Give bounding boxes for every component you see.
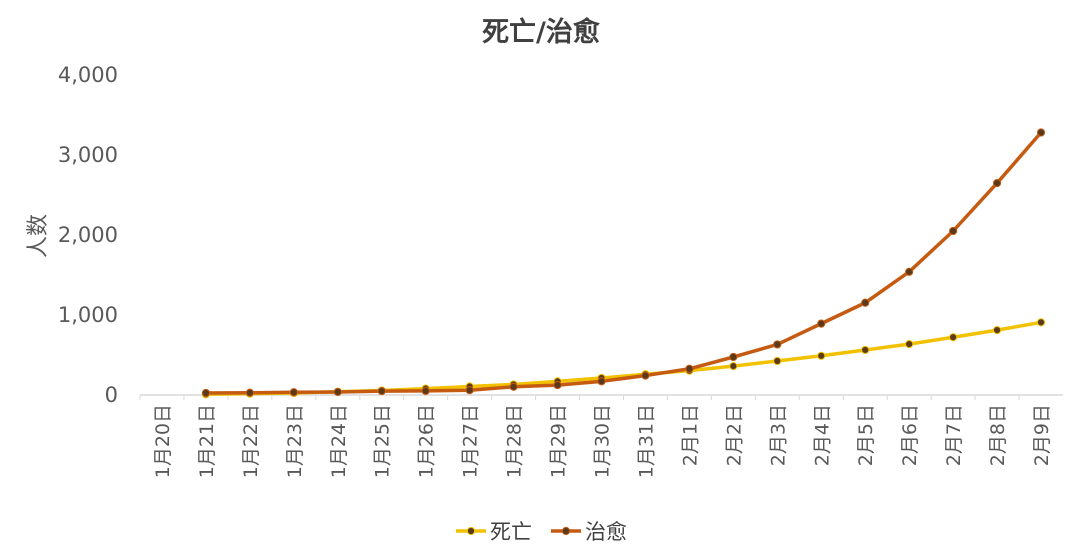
x-tick-label: 2月1日 xyxy=(679,404,701,466)
x-tick-label: 1月22日 xyxy=(240,404,262,478)
x-tick-label: 1月28日 xyxy=(504,404,526,478)
x-tick-label: 1月21日 xyxy=(196,404,218,478)
x-tick-label: 2月3日 xyxy=(767,404,789,466)
y-axis-ticks: 0 1,000 2,000 3,000 4,000 xyxy=(58,63,118,407)
data-point-1 xyxy=(817,351,826,360)
y-tick-label: 2,000 xyxy=(58,223,118,247)
y-tick-label: 4,000 xyxy=(58,63,118,87)
data-point-1 xyxy=(861,345,870,355)
data-point-2 xyxy=(509,382,518,391)
x-axis-ticks: 1月20日 1月21日 1月22日 1月23日 1月24日 1月25日 1月26日 1月27日… xyxy=(139,395,1053,478)
legend: 死亡 治愈 xyxy=(456,520,627,544)
series-line-2 xyxy=(205,131,1043,395)
data-point-2 xyxy=(817,319,826,328)
data-point-2 xyxy=(685,364,694,373)
legend-marker-1 xyxy=(466,526,476,536)
y-tick-label: 0 xyxy=(105,383,118,407)
data-point-2 xyxy=(377,386,386,396)
x-tick-label: 2月9日 xyxy=(1031,404,1053,466)
data-point-2 xyxy=(905,267,914,276)
y-tick-label: 3,000 xyxy=(58,143,118,167)
series-line-1 xyxy=(205,320,1042,397)
data-point-2 xyxy=(949,226,958,236)
legend-label-2: 治愈 xyxy=(585,520,627,544)
data-point-2 xyxy=(245,388,254,397)
data-point-2 xyxy=(729,352,738,362)
x-tick-label: 2月4日 xyxy=(811,404,833,466)
y-axis-label: 人数 xyxy=(26,214,51,258)
data-point-1 xyxy=(992,326,1002,335)
data-point-1 xyxy=(773,356,782,366)
data-point-2 xyxy=(553,380,562,390)
x-tick-label: 2月6日 xyxy=(899,404,921,466)
series-layer xyxy=(201,128,1046,399)
x-tick-label: 1月23日 xyxy=(284,404,306,478)
data-point-2 xyxy=(333,387,342,397)
x-tick-label: 2月2日 xyxy=(723,404,745,466)
x-tick-label: 2月7日 xyxy=(943,404,965,466)
data-point-2 xyxy=(861,298,870,307)
data-point-2 xyxy=(773,340,782,349)
x-tick-label: 1月24日 xyxy=(328,404,350,478)
data-point-2 xyxy=(465,386,474,395)
data-point-2 xyxy=(421,386,430,396)
legend-marker-2 xyxy=(561,526,571,536)
data-point-2 xyxy=(289,388,298,397)
x-tick-label: 2月8日 xyxy=(987,404,1009,466)
x-tick-label: 1月27日 xyxy=(460,404,482,478)
x-tick-label: 1月31日 xyxy=(635,404,657,478)
x-tick-label: 1月29日 xyxy=(548,404,570,478)
data-point-2 xyxy=(641,371,650,380)
chart-title: 死亡/治愈 xyxy=(482,16,600,48)
x-tick-label: 2月5日 xyxy=(855,404,877,466)
data-point-1 xyxy=(905,340,914,349)
data-point-1 xyxy=(949,333,958,342)
data-point-2 xyxy=(1036,128,1046,137)
data-point-1 xyxy=(729,362,738,371)
data-point-2 xyxy=(201,388,211,398)
legend-label-1: 死亡 xyxy=(490,520,532,544)
data-point-2 xyxy=(597,377,606,386)
x-tick-label: 1月26日 xyxy=(416,404,438,478)
data-point-2 xyxy=(992,178,1002,188)
data-point-1 xyxy=(1036,318,1046,327)
y-tick-label: 1,000 xyxy=(58,303,118,327)
x-tick-label: 1月30日 xyxy=(592,404,614,478)
x-tick-label: 1月20日 xyxy=(152,404,174,478)
x-tick-label: 1月25日 xyxy=(372,404,394,478)
